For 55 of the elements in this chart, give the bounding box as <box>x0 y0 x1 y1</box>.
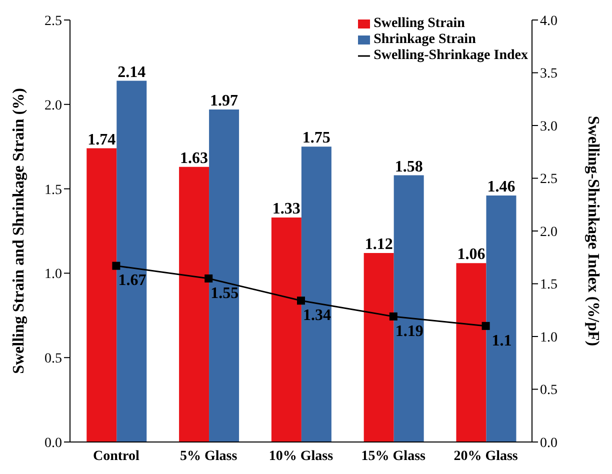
bar <box>179 166 210 442</box>
y-tick-label: 2.5 <box>44 14 62 29</box>
x-tick-label: Control <box>92 448 140 464</box>
data-label: 1.06 <box>457 246 486 264</box>
point <box>112 262 120 270</box>
data-label: 1.67 <box>118 272 146 290</box>
bar <box>116 80 147 442</box>
data-label: 1.58 <box>394 158 423 176</box>
x-tick-label: 5% Glass <box>180 448 238 464</box>
y-tick-label: 0.5 <box>44 352 62 367</box>
y-axis-title: Swelling Strain and Shrinkage Strain (%) <box>10 88 28 374</box>
legend-label: Swelling Strain <box>374 16 465 31</box>
y-tick-label: 2.0 <box>44 98 62 114</box>
x-tick-label: 15% Glass <box>361 448 426 464</box>
bar <box>456 263 486 442</box>
y2-tick-label: 3.0 <box>540 119 558 134</box>
point <box>482 322 490 330</box>
data-label: 1.1 <box>492 332 512 350</box>
data-label: 1.19 <box>395 322 424 340</box>
data-label: 1.74 <box>88 131 116 148</box>
bar <box>209 109 240 442</box>
y2-tick-label: 0.0 <box>540 436 558 451</box>
y-tick-label: 1.5 <box>44 182 62 198</box>
data-label: 1.34 <box>303 306 331 324</box>
x-tick-label: 10% Glass <box>268 448 334 464</box>
data-label: 1.12 <box>364 236 393 253</box>
data-label: 1.97 <box>210 92 238 110</box>
data-label: 2.14 <box>118 64 146 81</box>
y2-tick-label: 0.5 <box>540 383 558 398</box>
legend-label: Swelling-Shrinkage Index <box>374 48 528 63</box>
point <box>389 312 398 320</box>
bar <box>301 146 332 442</box>
y2-tick-label: 1.0 <box>540 330 558 346</box>
data-label: 1.33 <box>272 200 300 218</box>
data-label: 1.46 <box>487 178 516 196</box>
point <box>204 274 213 282</box>
data-label: 1.55 <box>210 284 239 302</box>
legend-label: Shrinkage Strain <box>374 32 476 47</box>
data-label: 1.63 <box>180 150 208 167</box>
y-tick-label: 0.0 <box>44 436 62 451</box>
x-tick-label: 20% Glass <box>454 448 518 464</box>
data-label: 1.75 <box>302 130 330 147</box>
bar <box>486 196 516 442</box>
bar <box>394 175 424 442</box>
y2-tick-label: 4.0 <box>540 14 558 29</box>
bar <box>86 148 117 442</box>
point <box>297 296 305 305</box>
y2-tick-label: 2.0 <box>540 224 558 240</box>
y2-tick-label: 2.5 <box>540 172 558 188</box>
y-tick-label: 1.0 <box>44 267 62 282</box>
y2-tick-label: 3.5 <box>540 66 558 82</box>
bar <box>364 252 394 442</box>
bar <box>271 217 302 442</box>
y2-tick-label: 1.5 <box>540 278 558 293</box>
y2-axis-title: Swelling-Shrinkage Index (%/pF) <box>584 116 602 346</box>
